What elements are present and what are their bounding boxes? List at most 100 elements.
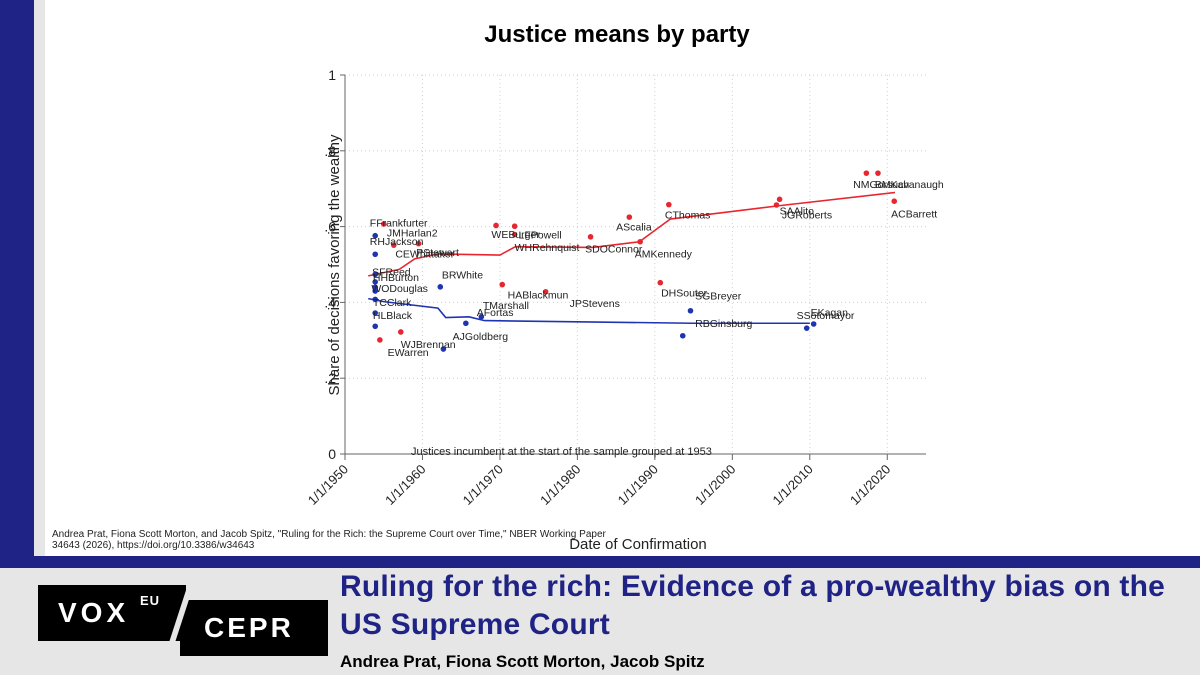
point-label: SGBreyer	[695, 290, 742, 302]
point-label: HABlackmun	[508, 290, 569, 302]
cepr-wordmark: CEPR	[204, 612, 294, 643]
x-axis-label: Date of Confirmation	[569, 536, 707, 553]
point-label: SSotomayor	[797, 310, 855, 322]
data-point	[542, 288, 549, 295]
data-point	[415, 240, 422, 247]
data-point	[657, 279, 664, 286]
data-points	[372, 170, 898, 352]
chart-annotation: Justices incumbent at the start of the s…	[411, 446, 712, 458]
point-label: TMarshall	[483, 300, 529, 312]
data-point	[687, 307, 694, 314]
data-point	[372, 288, 379, 294]
point-label: JGRoberts	[782, 209, 832, 221]
point-label: AMKennedy	[635, 249, 693, 261]
point-label: RBGinsburg	[695, 318, 752, 330]
data-point	[511, 223, 518, 230]
justice-labels: FFrankfurterJMHarlan2RHJacksonPStewartCE…	[370, 179, 944, 359]
voxeu-logo[interactable]: VOX EU	[38, 585, 186, 641]
point-label: RHJackson	[370, 236, 424, 248]
point-label: WEBurger	[491, 229, 540, 241]
point-label: AScalia	[616, 221, 652, 233]
point-label: LFPowell	[519, 230, 562, 242]
y-tick-label: .2	[324, 370, 336, 386]
y-axis-label: Share of decisions favoring the wealthy	[326, 134, 343, 395]
point-label: NMGorsuch	[853, 179, 909, 191]
point-label: FFrankfurter	[370, 218, 428, 230]
point-label: WJBrennan	[401, 339, 456, 351]
point-label: SAAlito	[780, 205, 815, 217]
point-label: ACBarrett	[891, 209, 937, 221]
citation: Andrea Prat, Fiona Scott Morton, and Jac…	[52, 529, 606, 551]
point-label: WODouglas	[371, 283, 428, 295]
y-tick-label: 0	[328, 446, 336, 462]
point-label: BMKavanaugh	[875, 179, 944, 191]
data-point	[511, 231, 518, 238]
x-tick-label: 1/1/2000	[692, 462, 738, 508]
data-point	[380, 221, 387, 227]
x-tick-label: 1/1/1960	[382, 462, 428, 508]
point-label: JMHarlan2	[387, 227, 438, 239]
x-tick-label: 1/1/2020	[847, 462, 893, 508]
x-tick-label: 1/1/1980	[537, 462, 583, 508]
data-point	[891, 198, 898, 205]
data-point	[440, 346, 447, 352]
point-label: TCClark	[373, 297, 412, 309]
article-headline[interactable]: Ruling for the rich: Evidence of a pro-w…	[340, 570, 1166, 641]
data-point	[773, 202, 780, 208]
x-tick-label: 1/1/1970	[460, 462, 506, 508]
data-point	[463, 320, 469, 327]
point-label: EKagan	[811, 307, 849, 319]
article-authors: Andrea Prat, Fiona Scott Morton, Jacob S…	[340, 652, 705, 671]
data-point	[397, 329, 404, 335]
data-point	[666, 201, 672, 208]
point-label: JPStevens	[570, 298, 620, 310]
data-point	[391, 242, 397, 248]
point-label: AJGoldberg	[453, 331, 509, 343]
data-point	[437, 284, 444, 290]
data-point	[637, 238, 643, 245]
chart-title: Justice means by party	[484, 21, 750, 48]
data-point	[803, 325, 810, 331]
x-tick-label: 1/1/1950	[305, 462, 351, 508]
gridlines	[344, 74, 926, 455]
point-label: CThomas	[665, 209, 711, 221]
trend-line	[368, 191, 896, 277]
data-point	[776, 196, 783, 203]
point-label: WHRehnquist	[515, 242, 580, 254]
data-point	[493, 222, 499, 229]
x-tick-label: 1/1/2010	[770, 462, 816, 508]
data-point	[372, 279, 379, 285]
cepr-logo[interactable]: CEPR	[180, 600, 328, 656]
data-point	[875, 170, 881, 176]
point-label: HHBurton	[373, 272, 419, 284]
point-label: BRWhite	[442, 270, 483, 282]
chart-svg: 0 .2 .4 .6 .8 1 1/1/1950 1/1/1960 1/1/1970 1/1/19…	[305, 21, 944, 553]
data-point	[377, 337, 383, 343]
data-point	[679, 332, 686, 339]
y-tick-label: .4	[324, 294, 336, 310]
left-accent-bar	[0, 0, 34, 568]
point-label: SFReed	[372, 266, 411, 278]
bottom-accent-bar	[0, 556, 1200, 568]
data-point	[478, 314, 485, 320]
point-label: CEWhittaker	[395, 249, 454, 261]
y-tick-label: .6	[324, 219, 336, 235]
trend-lines	[368, 191, 896, 325]
data-point	[372, 296, 379, 303]
data-point	[587, 234, 594, 240]
point-label: EWarren	[388, 347, 429, 359]
data-point	[863, 170, 870, 176]
y-tick-label: .8	[324, 143, 336, 159]
point-label: PStewart	[416, 247, 459, 259]
data-point	[372, 232, 379, 239]
point-label: AFortas	[477, 307, 514, 319]
chart-card: 0 .2 .4 .6 .8 1 1/1/1950 1/1/1960 1/1/1970 1/1/19…	[45, 0, 1200, 556]
point-label: HLBlack	[373, 310, 413, 322]
trend-line	[368, 297, 810, 325]
point-label: SDOConnor	[585, 243, 643, 255]
data-point	[372, 310, 379, 316]
data-point	[626, 214, 633, 220]
data-point	[372, 251, 379, 258]
data-point	[810, 321, 817, 327]
point-label: DHSouter	[661, 287, 708, 299]
